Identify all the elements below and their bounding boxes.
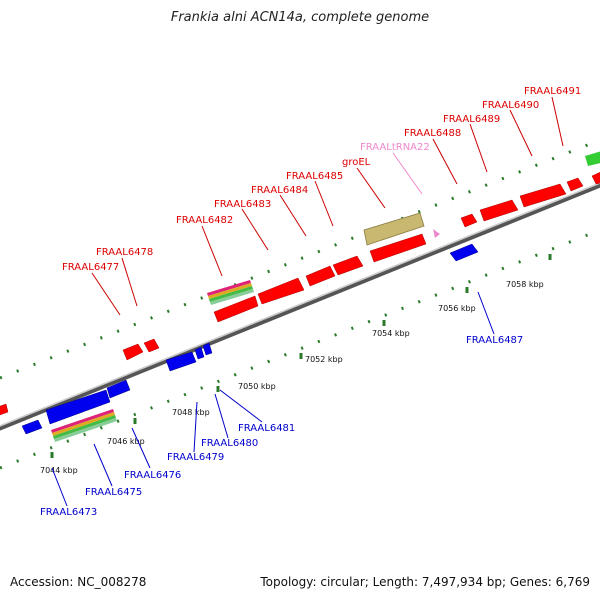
label-fraal6485: FRAAL6485 (286, 171, 343, 182)
gene-reverse-fraal6475 (45, 389, 111, 425)
label-fraal6484: FRAAL6484 (251, 185, 308, 196)
leader-fraal6482 (201, 225, 223, 277)
leader-fraal6476 (131, 427, 151, 469)
gene-forward-fraal6478 (143, 338, 160, 353)
genome-summary-text: Topology: circular; Length: 7,497,934 bp… (260, 575, 590, 589)
gene-reverse-fraal6479 (165, 351, 197, 372)
label-fraal6482: FRAAL6482 (176, 215, 233, 226)
leader-fraal6475 (93, 443, 113, 487)
leader-groel (356, 167, 386, 209)
gene-forward-fraal6491 (566, 177, 584, 192)
scale-major-ticks (50, 254, 552, 458)
trna-feature (433, 229, 440, 238)
gene-reverse-fraal6476 (106, 379, 131, 399)
scale-label-7048: 7048 kbp (172, 408, 210, 417)
leader-fraal6481 (219, 389, 263, 423)
gene-reverse-fraal6473 (21, 419, 43, 435)
gene-forward-fraal6477 (122, 343, 144, 361)
label-fraal6480: FRAAL6480 (201, 438, 258, 449)
gene-reverse-fraal6487 (449, 243, 479, 262)
label-fraal6477: FRAAL6477 (62, 262, 119, 273)
leader-fraal6488 (432, 138, 458, 185)
genome-backbone (0, 182, 600, 431)
scale-label-7046: 7046 kbp (107, 437, 145, 446)
gene-forward-fraal6489 (479, 199, 519, 222)
gene-forward-fraal6488 (460, 213, 478, 228)
leader-fraal6479 (193, 401, 198, 453)
label-fraal6479: FRAAL6479 (167, 452, 224, 463)
gene-forward-fraal6482 (213, 295, 259, 323)
gene-reverse-fraal6481 (202, 342, 213, 356)
scale-label-7052: 7052 kbp (305, 355, 343, 364)
reverse-genes (21, 243, 479, 435)
multicolor-feature-upper (207, 280, 254, 305)
multicolor-feature-lower (51, 409, 117, 442)
leader-fraal6483 (241, 208, 269, 251)
label-groel: groEL (342, 157, 371, 168)
gene-forward-groel (369, 233, 427, 263)
leader-fraal6478 (121, 257, 138, 307)
scale-label-7058: 7058 kbp (506, 280, 544, 289)
label-fraal6490: FRAAL6490 (482, 100, 539, 111)
label-fraal6473: FRAAL6473 (40, 507, 97, 518)
other-feature-green (585, 151, 600, 166)
label-fraal6491: FRAAL6491 (524, 86, 581, 97)
forward-genes (0, 172, 600, 416)
scale-label-7054: 7054 kbp (372, 329, 410, 338)
leader-fraal6473 (51, 467, 68, 507)
gene-reverse-fraal6480 (194, 346, 205, 360)
map-title: Frankia alni ACN14a, complete genome (170, 10, 430, 25)
label-fraal6478: FRAAL6478 (96, 247, 153, 258)
gene-forward-fraal6485 (332, 255, 364, 276)
scale-label-7044: 7044 kbp (40, 466, 78, 475)
gene-forward-edge (591, 172, 600, 185)
leader-fraaltrna22 (392, 152, 423, 195)
leader-fraal6487 (477, 291, 495, 335)
gene-forward (0, 403, 9, 416)
leader-fraal6484 (279, 194, 307, 237)
label-fraal6475: FRAAL6475 (85, 487, 142, 498)
genome-backbone-highlight (0, 182, 600, 427)
label-fraal6483: FRAAL6483 (214, 199, 271, 210)
scale-label-7056: 7056 kbp (438, 304, 476, 313)
gene-forward-fraal6490 (519, 183, 567, 208)
gene-forward-fraal6483 (257, 277, 305, 305)
rrna-feature (363, 212, 425, 246)
label-fraal6481: FRAAL6481 (238, 423, 295, 434)
leader-fraal6480 (214, 393, 229, 439)
leader-fraal6491 (551, 96, 564, 147)
label-fraaltrna22: FRAALtRNA22 (360, 142, 430, 153)
leader-fraal6477 (91, 272, 121, 316)
label-fraal6487: FRAAL6487 (466, 335, 523, 346)
scale-label-7050: 7050 kbp (238, 382, 276, 391)
leader-fraal6490 (509, 109, 533, 157)
label-fraal6488: FRAAL6488 (404, 128, 461, 139)
leader-fraal6489 (469, 123, 488, 173)
label-fraal6489: FRAAL6489 (443, 114, 500, 125)
accession-text: Accession: NC_008278 (10, 575, 147, 589)
leader-fraal6485 (314, 180, 334, 227)
label-fraal6476: FRAAL6476 (124, 470, 181, 481)
gene-forward-fraal6484 (305, 265, 336, 287)
